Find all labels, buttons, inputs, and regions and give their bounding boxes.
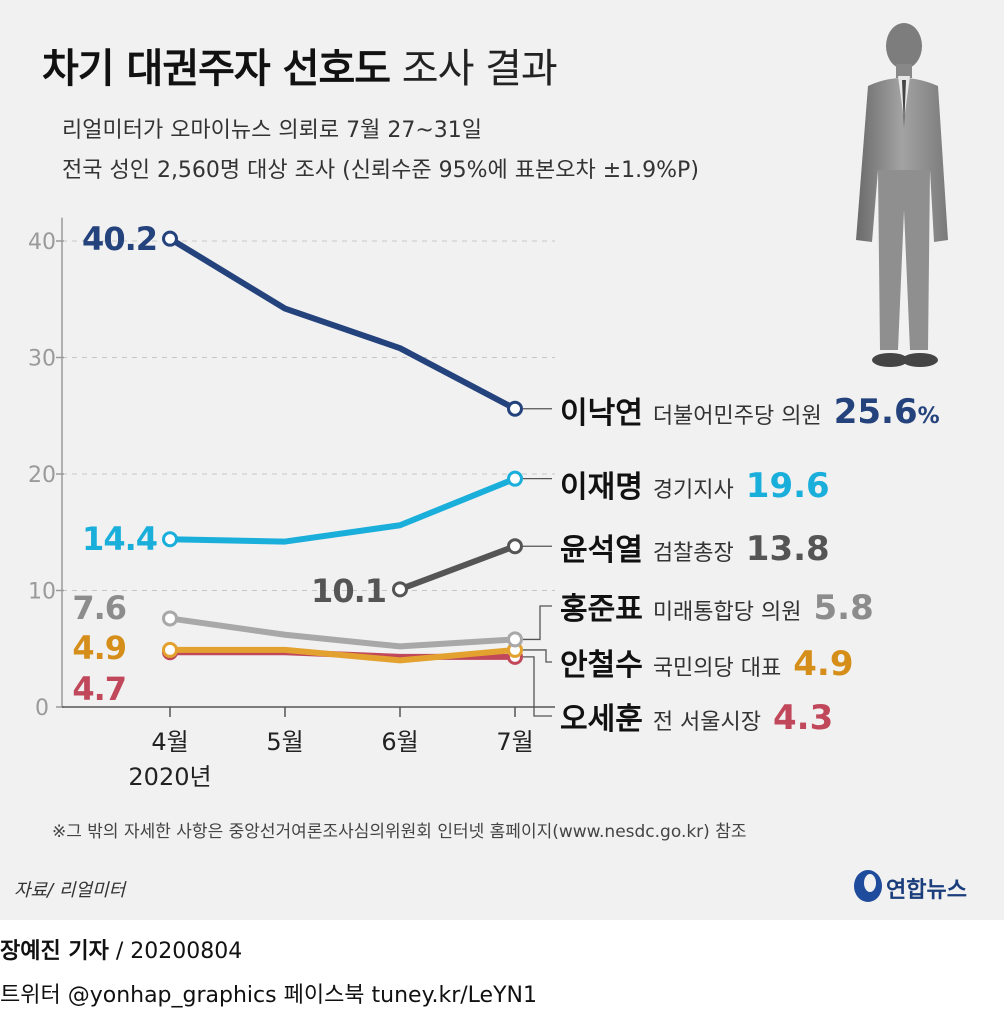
series-name: 이재명 xyxy=(560,470,643,505)
subtitle-line-2: 전국 성인 2,560명 대상 조사 (신뢰수준 95%에 표본오차 ±1.9%… xyxy=(62,158,699,183)
series-start-label: 40.2 xyxy=(82,220,157,258)
y-tick-label: 10 xyxy=(28,580,56,605)
series-desc: 검찰총장 xyxy=(653,541,734,566)
series-desc: 경기지사 xyxy=(653,478,734,503)
y-tick-label: 30 xyxy=(28,347,56,372)
series-end-value: 25.6 xyxy=(834,392,918,432)
x-tick-label: 7월 xyxy=(496,728,533,756)
series-end-label: 홍준표 미래통합당 의원 5.8 xyxy=(560,588,874,628)
series-end-label: 이낙연 더불어민주당 의원 25.6% xyxy=(560,392,940,432)
series-name: 홍준표 xyxy=(560,592,643,627)
series-name: 안철수 xyxy=(560,648,643,683)
series-lines xyxy=(162,230,523,665)
series-end-marker xyxy=(507,470,523,487)
page-title: 차기 대권주자 선호도 조사 결과 xyxy=(42,36,558,94)
series-start-marker xyxy=(392,581,408,598)
subtitle-line-1: 리얼미터가 오마이뉴스 의뢰로 7월 27~31일 xyxy=(62,118,482,143)
reporter-name: 장예진 기자 xyxy=(0,939,109,964)
series-start-marker xyxy=(162,531,178,548)
series-end-marker xyxy=(507,631,523,648)
person-silhouette-icon xyxy=(856,23,948,367)
series-end-value: 13.8 xyxy=(746,529,830,569)
footer-credit: 장예진 기자 / 20200804 xyxy=(0,933,242,965)
series-end-marker xyxy=(507,400,523,417)
series-end-value: 4.9 xyxy=(793,644,853,684)
series-desc: 국민의당 대표 xyxy=(653,656,781,681)
label-connector xyxy=(523,605,552,641)
series-line xyxy=(167,615,518,650)
x-tick-label: 4월 xyxy=(151,728,188,756)
logo-text: 연합뉴스 xyxy=(886,878,967,903)
series-end-value: 19.6 xyxy=(746,466,830,506)
series-desc: 미래통합당 의원 xyxy=(653,600,802,625)
series-desc: 더불어민주당 의원 xyxy=(653,404,822,429)
series-name: 윤석열 xyxy=(560,533,643,568)
x-tick-label: 6월 xyxy=(381,728,418,756)
y-tick-label: 20 xyxy=(28,463,56,488)
title-rest: 조사 결과 xyxy=(401,46,558,92)
yonhap-logo-icon xyxy=(854,870,882,902)
series-line xyxy=(167,646,518,664)
series-end-marker xyxy=(507,538,523,555)
title-bold: 차기 대권주자 선호도 xyxy=(42,46,391,92)
axes: 0 10 20 30 40 4월 5월 6월 7월 2020년 xyxy=(28,217,555,791)
series-name: 오세훈 xyxy=(560,702,643,737)
series-end-value: 5.8 xyxy=(814,588,874,628)
infographic: 차기 대권주자 선호도 조사 결과 리얼미터가 오마이뉴스 의뢰로 7월 27~… xyxy=(0,0,1004,920)
source-label: 자료/ 리얼미터 xyxy=(14,880,126,901)
series-start-marker xyxy=(162,610,178,627)
series-start-marker xyxy=(162,641,178,658)
series-line xyxy=(167,235,518,412)
label-connector xyxy=(523,649,552,663)
series-start-label: 14.4 xyxy=(82,520,157,558)
footer-social: 트위터 @yonhap_graphics 페이스북 tuney.kr/LeYN1 xyxy=(0,983,537,1008)
publish-date: / 20200804 xyxy=(108,939,243,964)
series-line xyxy=(397,543,518,593)
series-end-label: 이재명 경기지사 19.6 xyxy=(560,466,830,506)
series-end-unit: % xyxy=(918,404,940,429)
footnote: ※그 밖의 자세한 사항은 중앙선거여론조사심의위원회 인터넷 홈페이지(www… xyxy=(52,822,747,842)
series-start-label: 7.6 xyxy=(72,589,126,627)
series-start-label: 4.7 xyxy=(72,670,126,708)
series-name: 이낙연 xyxy=(560,396,643,431)
series-desc: 전 서울시장 xyxy=(653,710,761,735)
gridlines xyxy=(62,240,555,591)
series-end-label: 윤석열 검찰총장 13.8 xyxy=(560,529,830,569)
x-year-label: 2020년 xyxy=(128,763,211,791)
y-tick-label: 40 xyxy=(28,230,56,255)
label-connector xyxy=(523,656,552,717)
y-tick-label: 0 xyxy=(35,696,49,721)
series-end-label: 오세훈 전 서울시장 4.3 xyxy=(560,698,833,738)
series-start-marker xyxy=(162,230,178,247)
series-start-label: 4.9 xyxy=(72,629,126,667)
series-line xyxy=(167,475,518,545)
series-start-label: 10.1 xyxy=(311,572,386,610)
x-tick-label: 5월 xyxy=(266,728,303,756)
series-end-label: 안철수 국민의당 대표 4.9 xyxy=(560,644,853,684)
series-end-value: 4.3 xyxy=(773,698,833,738)
